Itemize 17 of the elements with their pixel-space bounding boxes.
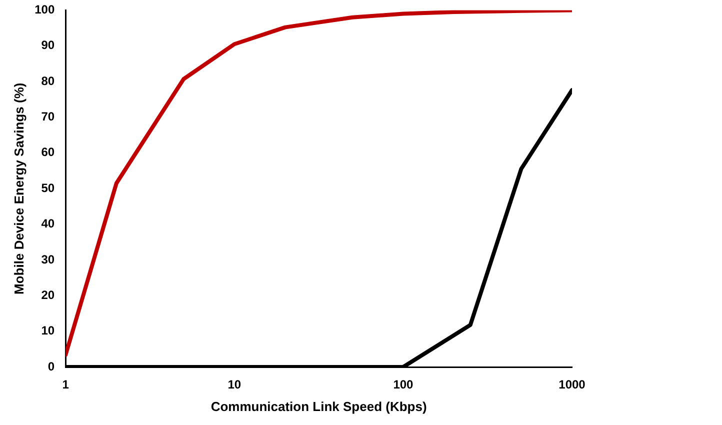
y-tick-label: 70 [41, 110, 55, 124]
x-tick-label: 10 [228, 378, 242, 392]
y-tick-label: 0 [48, 359, 55, 374]
y-tick-label: 30 [41, 252, 55, 266]
x-tick-label: 100 [393, 378, 414, 392]
y-tick-label: 80 [41, 74, 55, 88]
x-tick-label: 1 [62, 378, 70, 392]
x-tick-label: 1000 [558, 378, 586, 392]
y-tick-label: 10 [41, 324, 55, 338]
y-tick-label: 90 [41, 38, 55, 52]
y-tick-label: 100 [34, 2, 55, 17]
y-tick-label: 50 [41, 180, 55, 195]
y-tick-label: 20 [41, 288, 55, 302]
x-axis-title: Communication Link Speed (Kbps) [210, 398, 427, 414]
y-tick-label: 60 [41, 145, 55, 160]
y-tick-label: 40 [41, 216, 55, 231]
y-axis-title: Mobile Device Energy Savings (%) [11, 82, 26, 294]
